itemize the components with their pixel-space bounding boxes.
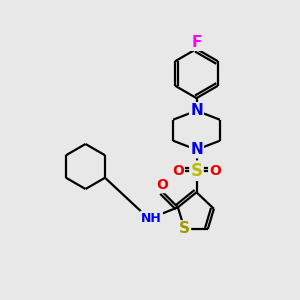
Text: S: S <box>190 162 202 180</box>
Text: N: N <box>190 142 203 157</box>
Text: NH: NH <box>141 212 162 225</box>
Text: F: F <box>191 35 202 50</box>
Text: O: O <box>209 164 221 178</box>
Text: O: O <box>172 164 184 178</box>
Text: O: O <box>156 178 168 192</box>
Text: S: S <box>179 221 190 236</box>
Text: N: N <box>190 103 203 118</box>
